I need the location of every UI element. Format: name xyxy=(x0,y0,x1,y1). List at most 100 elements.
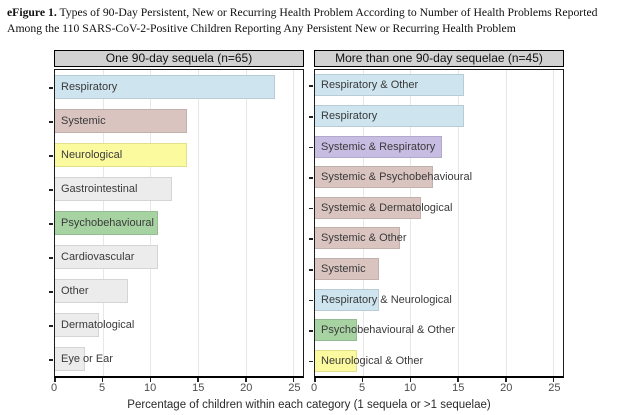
bar-row: Respiratory & Other xyxy=(309,70,563,101)
x-axis-tick-label: 0 xyxy=(310,382,318,395)
facet-strip-title: More than one 90-day sequelae (n=45) xyxy=(314,50,564,68)
bar-row: Dermatological xyxy=(49,308,303,342)
x-axis-tick-labels: 0 5 10 15 20 25 xyxy=(50,382,304,396)
bar-label: Systemic & Respiratory xyxy=(321,140,436,153)
bar-row: Systemic xyxy=(309,254,563,285)
bar-label: Respiratory & Other xyxy=(321,79,419,92)
x-axis-tick-label: 10 xyxy=(404,382,417,395)
bar-label: Neurological & Other xyxy=(321,354,424,367)
bar-row: Respiratory xyxy=(309,101,563,132)
bar-row: Systemic & Other xyxy=(309,223,563,254)
x-axis-tick-label: 25 xyxy=(548,382,561,395)
bar-row: Systemic xyxy=(49,104,303,138)
plot-area: Respiratory & Other Respiratory Systemic &… xyxy=(309,69,564,383)
bar xyxy=(55,312,99,338)
bar xyxy=(315,349,357,372)
bar xyxy=(315,74,464,97)
x-axis-tick-label: 0 xyxy=(50,382,58,395)
x-axis-tick-label: 10 xyxy=(144,382,157,395)
bar xyxy=(55,244,158,270)
bar-chart-figure: One 90-day sequela (n=65) Respiratory Syst… xyxy=(49,50,624,412)
plot-area: Respiratory Systemic Neurological Gastroint… xyxy=(49,69,304,383)
gridline xyxy=(293,70,295,377)
x-axis-tick-mark xyxy=(505,378,507,383)
x-axis-tick-mark xyxy=(409,378,412,383)
x-axis-tick-mark xyxy=(292,378,295,383)
x-axis-tick-mark xyxy=(552,378,555,383)
bar xyxy=(315,258,379,281)
bar-label: Gastrointestinal xyxy=(61,183,138,196)
bar-row: Cardiovascular xyxy=(49,240,303,274)
facet-strip-title: One 90-day sequela (n=65) xyxy=(54,50,304,68)
bar-label: Systemic xyxy=(321,263,366,276)
x-axis-tick-mark xyxy=(314,378,316,383)
chart-panels: One 90-day sequela (n=65) Respiratory Syst… xyxy=(49,50,624,396)
bar-label: Respiratory xyxy=(61,81,118,94)
x-axis-tick-mark xyxy=(361,378,364,383)
facet-panel: More than one 90-day sequelae (n=45) Resp… xyxy=(309,50,564,396)
x-axis-tick-mark xyxy=(245,378,247,383)
bar-label: Psychobehavioural xyxy=(61,217,154,230)
x-axis-tick-label: 5 xyxy=(359,382,366,395)
bar-row: Psychobehavioural xyxy=(49,206,303,240)
bar xyxy=(55,142,187,168)
bar-row: Systemic & Respiratory xyxy=(309,131,563,162)
gridline xyxy=(410,70,412,377)
x-axis-tick-mark xyxy=(197,378,199,383)
figure-caption-prefix: eFigure 1. xyxy=(7,6,57,19)
x-axis-title: Percentage of children within each categ… xyxy=(127,399,491,412)
gridline xyxy=(458,70,460,377)
bar-row: Respiratory xyxy=(49,70,303,104)
bar-label: Cardiovascular xyxy=(61,251,135,264)
bar xyxy=(55,176,173,202)
x-axis-tick-labels: 0 5 10 15 20 25 xyxy=(310,382,564,396)
bar-label: Respiratory & Neurological xyxy=(321,293,452,306)
bar xyxy=(315,319,357,342)
x-axis-tick-label: 20 xyxy=(500,382,513,395)
gridline xyxy=(245,70,247,377)
bar xyxy=(55,108,187,134)
gridline xyxy=(362,70,364,377)
x-axis-tick-label: 15 xyxy=(452,382,465,395)
x-axis-tick-mark xyxy=(457,378,459,383)
x-axis-tick-mark xyxy=(149,378,152,383)
bar-label: Neurological xyxy=(61,149,123,162)
bar-row: Respiratory & Neurological xyxy=(309,284,563,315)
bar-row: Systemic & Dermatological xyxy=(309,193,563,224)
x-axis-tick-mark xyxy=(54,378,56,383)
bar xyxy=(315,105,464,128)
bar-row: Systemic & Psychobehavioural xyxy=(309,162,563,193)
figure-caption: eFigure 1. Types of 90-Day Persistent, N… xyxy=(0,0,624,36)
gridline xyxy=(198,70,200,377)
bar xyxy=(55,346,85,372)
gridline xyxy=(505,70,507,377)
bar xyxy=(315,135,442,158)
bar-row: Neurological & Other xyxy=(309,346,563,377)
bar-label: Eye or Ear xyxy=(61,353,113,366)
bar-label: Systemic & Other xyxy=(321,232,407,245)
bar xyxy=(315,166,434,189)
bar-row: Psychobehavioural & Other xyxy=(309,315,563,346)
bar-row: Other xyxy=(49,274,303,308)
gridline xyxy=(553,70,555,377)
bar-label: Dermatological xyxy=(61,319,135,332)
bar-label: Psychobehavioural & Other xyxy=(321,324,455,337)
bar-row: Gastrointestinal xyxy=(49,172,303,206)
bar-row: Neurological xyxy=(49,138,303,172)
bar xyxy=(55,278,129,304)
bar-label: Other xyxy=(61,285,89,298)
bar xyxy=(315,227,400,250)
figure-caption-text: Types of 90-Day Persistent, New or Recur… xyxy=(7,6,598,35)
bar-label: Systemic xyxy=(61,115,106,128)
bar xyxy=(55,210,158,236)
bar-row: Eye or Ear xyxy=(49,342,303,376)
facet-panel: One 90-day sequela (n=65) Respiratory Syst… xyxy=(49,50,304,396)
bar-label: Systemic & Psychobehavioural xyxy=(321,171,473,184)
x-axis-tick-label: 15 xyxy=(192,382,205,395)
bar xyxy=(315,196,421,219)
x-axis-tick-label: 20 xyxy=(240,382,253,395)
x-axis-tick-mark xyxy=(101,378,104,383)
bar xyxy=(55,74,276,100)
x-axis-tick-label: 5 xyxy=(99,382,106,395)
